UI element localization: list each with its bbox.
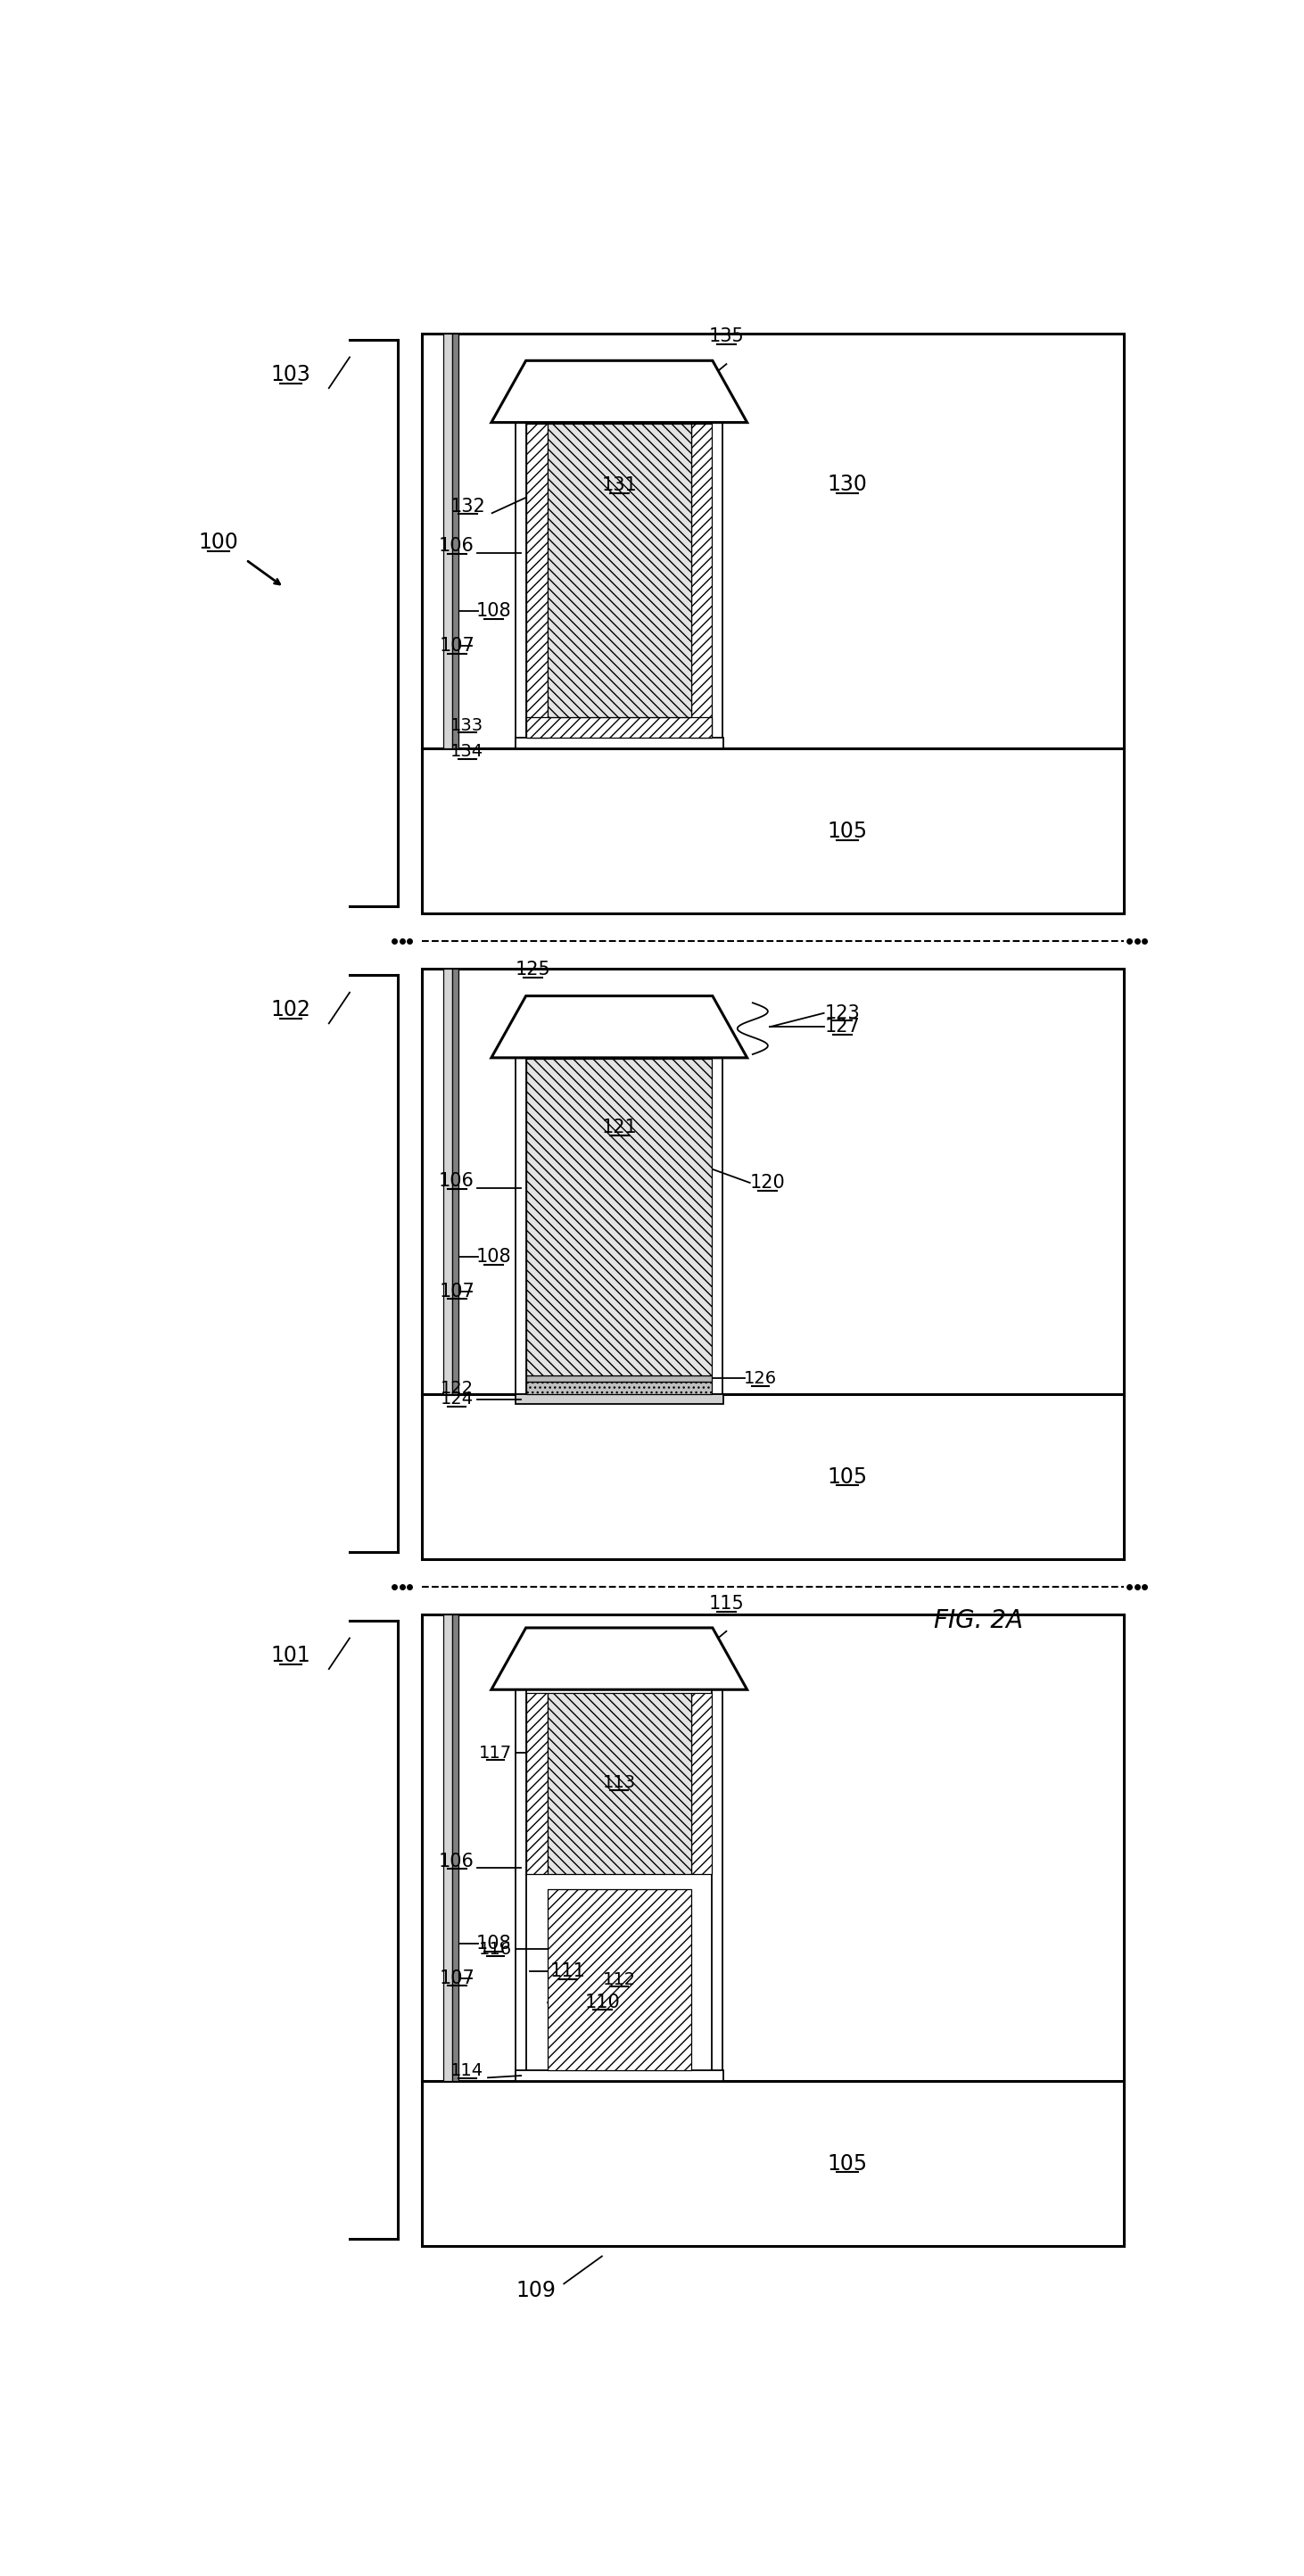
- Text: 131: 131: [601, 477, 636, 495]
- Text: 107: 107: [439, 1968, 475, 1986]
- Bar: [691, 1692, 712, 1873]
- Bar: [712, 422, 722, 750]
- Text: 105: 105: [827, 1466, 867, 1486]
- Text: 105: 105: [827, 819, 867, 842]
- Bar: [548, 1692, 691, 1873]
- Bar: [422, 1615, 1124, 2246]
- Bar: [515, 1059, 527, 1394]
- Bar: [527, 1381, 712, 1394]
- Text: FIG. 2A: FIG. 2A: [934, 1607, 1024, 1633]
- Text: 134: 134: [451, 742, 484, 760]
- Bar: [712, 1690, 722, 2081]
- Text: 115: 115: [708, 1595, 745, 1613]
- Bar: [515, 1394, 722, 1404]
- Text: 121: 121: [601, 1118, 636, 1136]
- Bar: [712, 1059, 722, 1394]
- Text: 122: 122: [441, 1381, 473, 1396]
- Text: 101: 101: [271, 1643, 310, 1667]
- Text: 108: 108: [476, 1935, 511, 1953]
- Text: 107: 107: [439, 1283, 475, 1301]
- Text: 110: 110: [585, 1994, 621, 2012]
- Polygon shape: [492, 1628, 747, 1690]
- Bar: [443, 1615, 452, 2081]
- Bar: [527, 1059, 712, 1376]
- Bar: [422, 332, 1124, 914]
- Bar: [443, 969, 452, 1394]
- Bar: [452, 969, 458, 1394]
- Text: 106: 106: [439, 538, 475, 554]
- Bar: [527, 716, 712, 737]
- Bar: [422, 969, 1124, 1558]
- Bar: [548, 1888, 691, 2071]
- Text: 112: 112: [602, 1971, 636, 1989]
- Text: 108: 108: [476, 603, 511, 621]
- Bar: [527, 1692, 548, 1873]
- Text: 120: 120: [750, 1175, 785, 1193]
- Text: 125: 125: [515, 961, 550, 979]
- Text: 116: 116: [479, 1940, 512, 1958]
- Text: 133: 133: [451, 716, 484, 734]
- Text: 113: 113: [602, 1775, 636, 1790]
- Text: 108: 108: [476, 1247, 511, 1265]
- Text: 132: 132: [450, 497, 485, 515]
- Text: 135: 135: [708, 327, 745, 345]
- Bar: [548, 425, 691, 716]
- Bar: [515, 2071, 722, 2081]
- Polygon shape: [492, 997, 747, 1059]
- Text: 106: 106: [439, 1172, 475, 1190]
- Text: 106: 106: [439, 1852, 475, 1870]
- Text: 107: 107: [439, 636, 475, 654]
- Text: 105: 105: [827, 2154, 867, 2174]
- Bar: [515, 1690, 527, 2081]
- Text: 100: 100: [198, 531, 239, 554]
- Bar: [527, 1376, 712, 1381]
- Bar: [515, 422, 527, 750]
- Text: 114: 114: [451, 2063, 484, 2079]
- Text: 102: 102: [271, 999, 310, 1020]
- Bar: [452, 1615, 458, 2081]
- Text: 109: 109: [516, 2280, 557, 2300]
- Bar: [527, 425, 548, 737]
- Bar: [452, 332, 458, 750]
- Bar: [691, 425, 712, 737]
- Text: 124: 124: [441, 1391, 473, 1406]
- Bar: [515, 737, 722, 750]
- Text: 123: 123: [824, 1005, 861, 1023]
- Text: 117: 117: [479, 1744, 512, 1762]
- Text: 126: 126: [743, 1370, 777, 1386]
- Text: 111: 111: [550, 1963, 585, 1981]
- Bar: [443, 332, 452, 750]
- Polygon shape: [492, 361, 747, 422]
- Text: 127: 127: [824, 1018, 861, 1036]
- Text: 103: 103: [271, 363, 310, 384]
- Text: 130: 130: [827, 474, 867, 495]
